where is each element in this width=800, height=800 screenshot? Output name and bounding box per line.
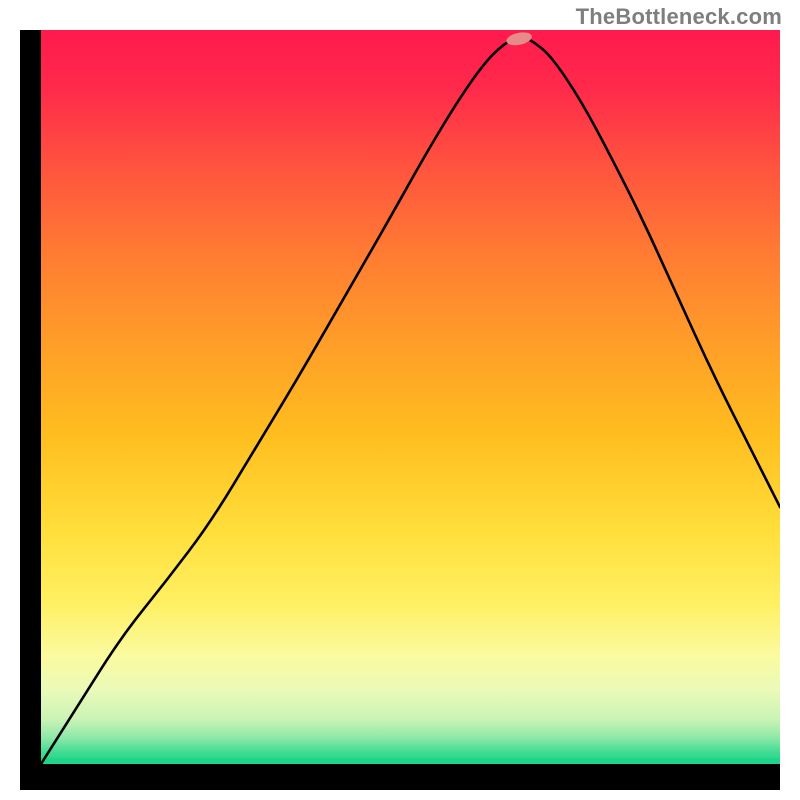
watermark-text: TheBottleneck.com [576,4,782,30]
plot-area [41,30,780,764]
plot-baseline [41,758,780,764]
chart-container: TheBottleneck.com [0,0,800,800]
plot-svg [41,30,780,764]
plot-background [41,30,780,764]
plot-frame [20,30,780,790]
